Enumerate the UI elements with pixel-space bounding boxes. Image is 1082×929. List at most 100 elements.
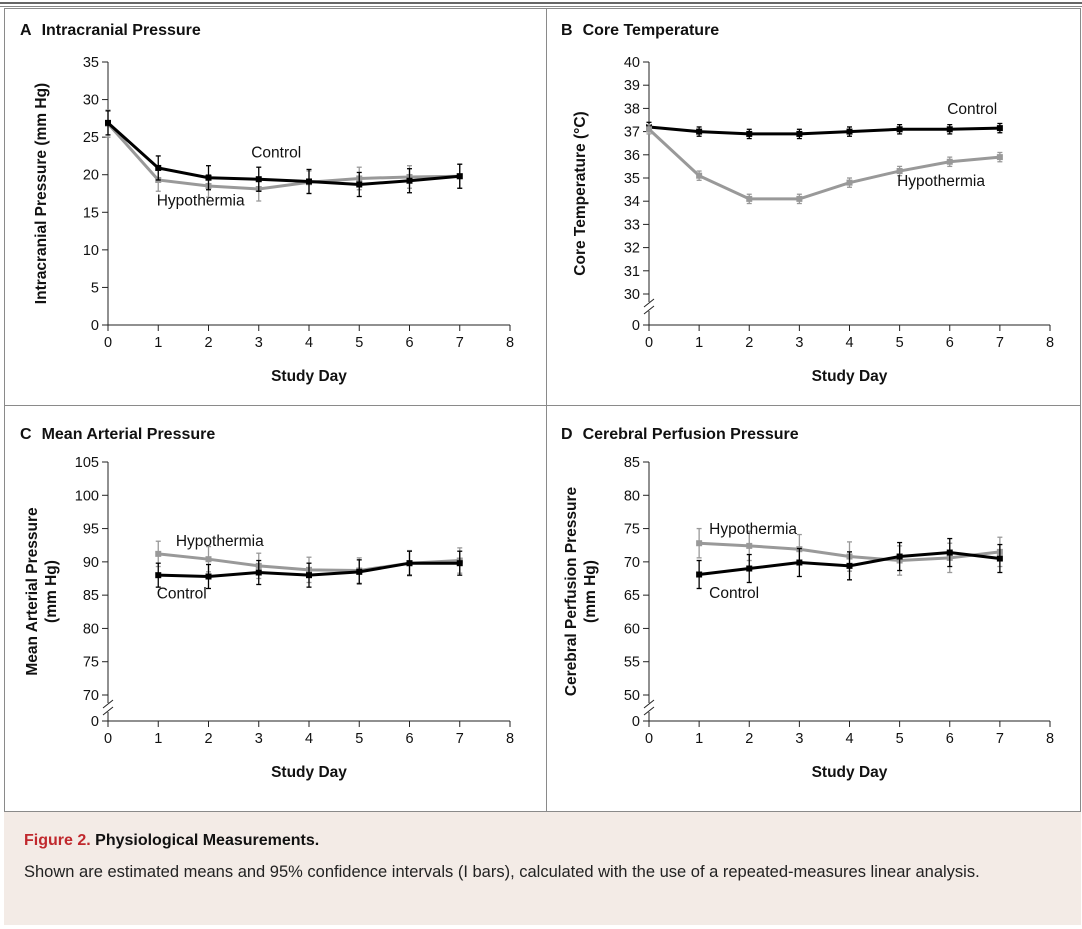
- panel-c-series-control-point: [155, 572, 162, 579]
- panel-b-series-control-point: [946, 126, 953, 133]
- panel-a-y-tick-label: 30: [83, 93, 99, 109]
- panel-b-x-axis-label: Study Day: [812, 368, 888, 385]
- panel-b-y-tick-label: 0: [632, 318, 640, 334]
- panel-a-series-label: Hypothermia: [157, 193, 245, 210]
- panel-c-series-hypothermia-point: [205, 556, 212, 563]
- panel-b-series-label: Hypothermia: [897, 173, 985, 190]
- panel-a-title: A Intracranial Pressure: [20, 22, 201, 40]
- panel-c-letter: C: [20, 426, 32, 443]
- panel-d-series-label: Hypothermia: [709, 521, 797, 538]
- panel-c-x-axis-label: Study Day: [271, 764, 347, 781]
- panel-b-y-tick-label: 34: [624, 194, 640, 210]
- panel-d-y-tick-label: 80: [624, 488, 640, 504]
- panel-d-letter: D: [561, 426, 573, 443]
- caption-figure-label: Figure 2.: [24, 832, 91, 849]
- panel-a-series-control-point: [306, 178, 312, 185]
- panel-c-y-tick-label: 90: [83, 555, 99, 571]
- panel-d-y-tick-label: 75: [624, 522, 640, 538]
- panel-a-y-tick-label: 10: [83, 243, 99, 259]
- panel-b-series-control-point: [796, 130, 803, 137]
- panel-c-series-hypothermia-point: [155, 550, 162, 557]
- panel-d-series-control-point: [896, 553, 903, 560]
- panel-c-title: C Mean Arterial Pressure: [20, 426, 215, 444]
- panel-b-series-control-point: [896, 126, 903, 133]
- panel-b-x-tick-label: 8: [1046, 335, 1054, 351]
- panel-b-axis-break-mark: [643, 305, 655, 315]
- panel-a-y-tick-label: 20: [83, 168, 99, 184]
- panel-a-series-control-point: [255, 176, 262, 183]
- panel-b-x-tick-label: 3: [795, 335, 803, 351]
- panel-a-y-tick-label: 35: [83, 55, 99, 71]
- panel-c-x-tick-label: 6: [405, 731, 413, 747]
- panel-a-x-tick-label: 6: [405, 335, 413, 351]
- panel-c-y-tick-label: 95: [83, 522, 99, 538]
- panel-b-series-hypothermia-point: [896, 168, 903, 175]
- panel-a-letter: A: [20, 22, 32, 39]
- panel-d-x-tick-label: 4: [845, 731, 853, 747]
- panel-d-series-hypothermia-point: [696, 540, 703, 547]
- panel-d-series-control-point: [946, 549, 953, 556]
- panel-b-x-tick-label: 7: [996, 335, 1004, 351]
- panel-b-y-tick-label: 32: [624, 241, 640, 257]
- panel-b-y-tick-label: 35: [624, 171, 640, 187]
- panel-b-series-hypothermia-point: [646, 126, 652, 133]
- panel-b-axis-break-mark: [643, 298, 655, 308]
- panel-b-x-tick-label: 4: [845, 335, 853, 351]
- panel-d-title: D Cerebral Perfusion Pressure: [561, 426, 799, 444]
- panel-a-title-text: Intracranial Pressure: [41, 22, 201, 39]
- panel-b-x-tick-label: 2: [745, 335, 753, 351]
- panel-b-series-hypothermia-point: [946, 158, 953, 165]
- panel-b-y-tick-label: 36: [624, 148, 640, 164]
- panel-a-y-tick-label: 0: [91, 318, 99, 334]
- panel-c-x-tick-label: 3: [255, 731, 263, 747]
- panel-c-title-text: Mean Arterial Pressure: [41, 426, 216, 443]
- panel-d-series-control-point: [996, 555, 1003, 562]
- panel-c-y-tick-label: 80: [83, 621, 99, 637]
- panel-c-series-control-point: [406, 560, 413, 567]
- panel-d-y-tick-label: 0: [632, 714, 640, 730]
- panel-b-y-tick-label: 38: [624, 101, 640, 117]
- panel-b-y-tick-label: 39: [624, 78, 640, 94]
- panel-b-series-control-point: [846, 128, 853, 135]
- panel-a-x-tick-label: 4: [305, 335, 313, 351]
- panel-b-series-hypothermia-point: [846, 179, 853, 186]
- panel-d-x-tick-label: 3: [795, 731, 803, 747]
- panel-a-y-tick-label: 5: [91, 280, 99, 296]
- panel-d-y-tick-label: 85: [624, 455, 640, 471]
- panel-c-chart: 0 70 75 80 85 90 95 100 105 0 1 2 3 4 5 6 7 8 Study Day Mea…: [24, 455, 514, 781]
- panel-a-x-tick-label: 5: [355, 335, 363, 351]
- panel-d-x-tick-label: 6: [946, 731, 954, 747]
- panel-c-series-control-point: [356, 568, 363, 575]
- panel-b-series-hypothermia-point: [696, 172, 703, 179]
- panel-d-chart: 0 50 55 60 65 70 75 80 85 0 1 2 3 4 5 6 7 8 Study Day Cereb…: [563, 455, 1054, 781]
- panel-c-y-tick-label: 70: [83, 688, 99, 704]
- panel-c-y-axis-label: Mean Arterial Pressure: [24, 507, 41, 676]
- panel-b-title-text: Core Temperature: [582, 22, 720, 39]
- panel-b-y-tick-label: 37: [624, 125, 640, 141]
- panel-b-series-control-point: [746, 130, 753, 137]
- panel-b-series-control-point: [696, 128, 703, 135]
- panel-d-x-tick-label: 5: [896, 731, 904, 747]
- panel-d-y-axis-label: Cerebral Perfusion Pressure: [563, 486, 580, 696]
- panel-d-axis-break-mark: [643, 699, 655, 709]
- panel-c-axis-break-mark: [102, 699, 114, 709]
- figure-caption: Figure 2. Physiological Measurements. Sh…: [4, 811, 1081, 925]
- panel-b-series-control-point: [996, 125, 1003, 132]
- panel-b-series-hypothermia-line: [647, 128, 1001, 201]
- panel-b-series-hypothermia-point: [746, 195, 753, 202]
- panel-d-x-tick-label: 1: [695, 731, 703, 747]
- panel-b-title: B Core Temperature: [561, 22, 719, 40]
- panel-a-x-tick-label: 3: [255, 335, 263, 351]
- panel-b-x-tick-label: 6: [946, 335, 954, 351]
- panel-b-x-tick-label: 0: [645, 335, 653, 351]
- panel-c-y-axis-label: (mm Hg): [43, 560, 60, 623]
- panel-c-series-control-point: [205, 573, 212, 580]
- panel-c-x-tick-label: 0: [104, 731, 112, 747]
- panel-a-y-tick-label: 15: [83, 205, 99, 221]
- panel-a-series-hypothermia-line: [106, 122, 460, 191]
- caption-title-text: Physiological Measurements.: [95, 832, 320, 849]
- panel-c-x-tick-label: 1: [154, 731, 162, 747]
- panel-d-title-text: Cerebral Perfusion Pressure: [582, 426, 799, 443]
- top-rule: [0, 2, 1082, 4]
- panel-d-x-tick-label: 7: [996, 731, 1004, 747]
